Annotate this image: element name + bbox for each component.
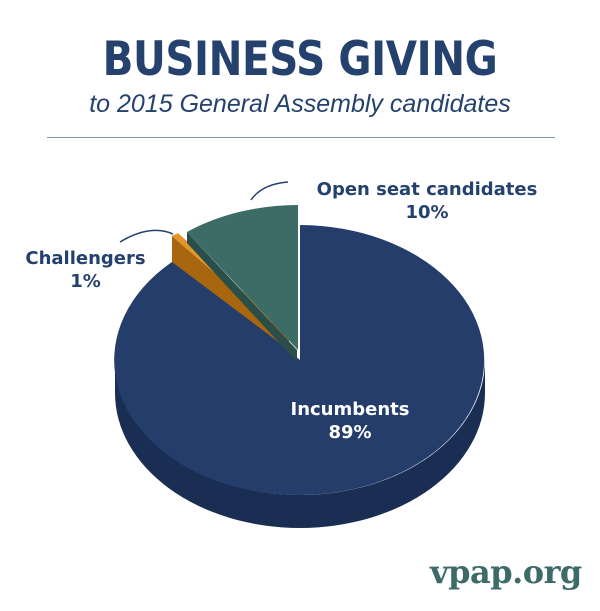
label-incumbents-name: Incumbents <box>290 399 410 420</box>
label-open-seat: Open seat candidates 10% <box>312 178 542 224</box>
brand-logo: vpap.org <box>430 553 582 591</box>
label-challengers-pct: 1% <box>70 271 101 292</box>
label-incumbents-pct: 89% <box>328 422 372 443</box>
leader-line-open-seat <box>250 181 289 201</box>
label-incumbents: Incumbents 89% <box>285 398 415 444</box>
chart-title: BUSINESS GIVING <box>102 32 498 87</box>
label-open-seat-name: Open seat candidates <box>316 179 538 200</box>
label-challengers: Challengers 1% <box>18 247 153 293</box>
label-challengers-name: Challengers <box>25 248 146 269</box>
slice-incumbents <box>114 225 485 528</box>
title-divider <box>47 137 555 138</box>
slice-open-seat <box>187 205 298 362</box>
chart-subtitle: to 2015 General Assembly candidates <box>89 90 511 118</box>
leader-line-challengers <box>119 229 174 243</box>
label-open-seat-pct: 10% <box>405 202 449 223</box>
